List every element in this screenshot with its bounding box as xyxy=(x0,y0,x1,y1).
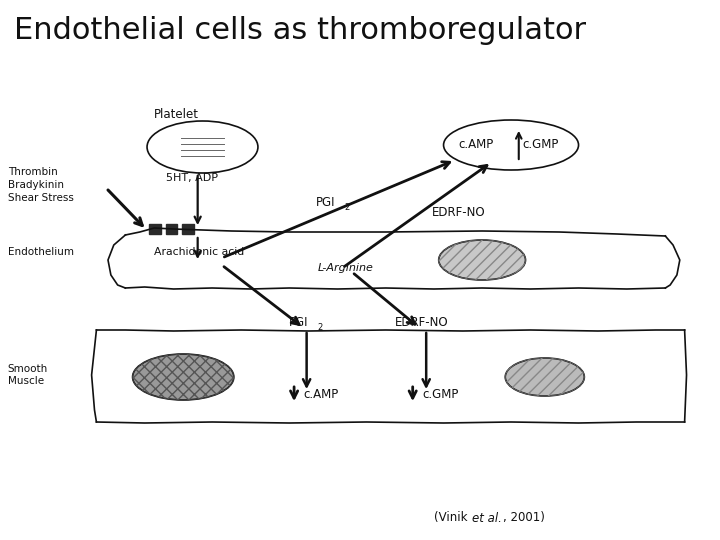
Text: Endothelium: Endothelium xyxy=(8,247,73,257)
Text: et al.: et al. xyxy=(472,511,503,524)
Text: EDRF-NO: EDRF-NO xyxy=(395,315,449,328)
Bar xyxy=(166,224,177,234)
Ellipse shape xyxy=(505,358,585,396)
Ellipse shape xyxy=(132,354,234,400)
Text: Platelet: Platelet xyxy=(154,107,199,120)
Bar xyxy=(150,224,161,234)
Ellipse shape xyxy=(438,240,526,280)
Text: c.GMP: c.GMP xyxy=(423,388,459,401)
Text: PGI: PGI xyxy=(316,195,336,208)
Text: L-Arginine: L-Arginine xyxy=(318,263,374,273)
Text: Endothelial cells as thromboregulator: Endothelial cells as thromboregulator xyxy=(14,16,587,44)
Text: , 2001): , 2001) xyxy=(503,511,545,524)
Text: PGI: PGI xyxy=(289,315,309,328)
Text: EDRF-NO: EDRF-NO xyxy=(432,206,485,219)
Text: 2: 2 xyxy=(344,204,349,213)
Text: c.GMP: c.GMP xyxy=(523,138,559,151)
Text: c.AMP: c.AMP xyxy=(458,138,493,151)
Text: c.AMP: c.AMP xyxy=(304,388,339,401)
Text: 5HT, ADP: 5HT, ADP xyxy=(166,173,218,183)
Bar xyxy=(182,224,194,234)
Text: Thrombin
Bradykinin
Shear Stress: Thrombin Bradykinin Shear Stress xyxy=(8,167,73,203)
Text: Smooth
Muscle: Smooth Muscle xyxy=(8,364,48,386)
Text: Arachidonic acid: Arachidonic acid xyxy=(154,247,245,257)
Text: 2: 2 xyxy=(318,323,323,333)
Text: (Vinik: (Vinik xyxy=(434,511,471,524)
